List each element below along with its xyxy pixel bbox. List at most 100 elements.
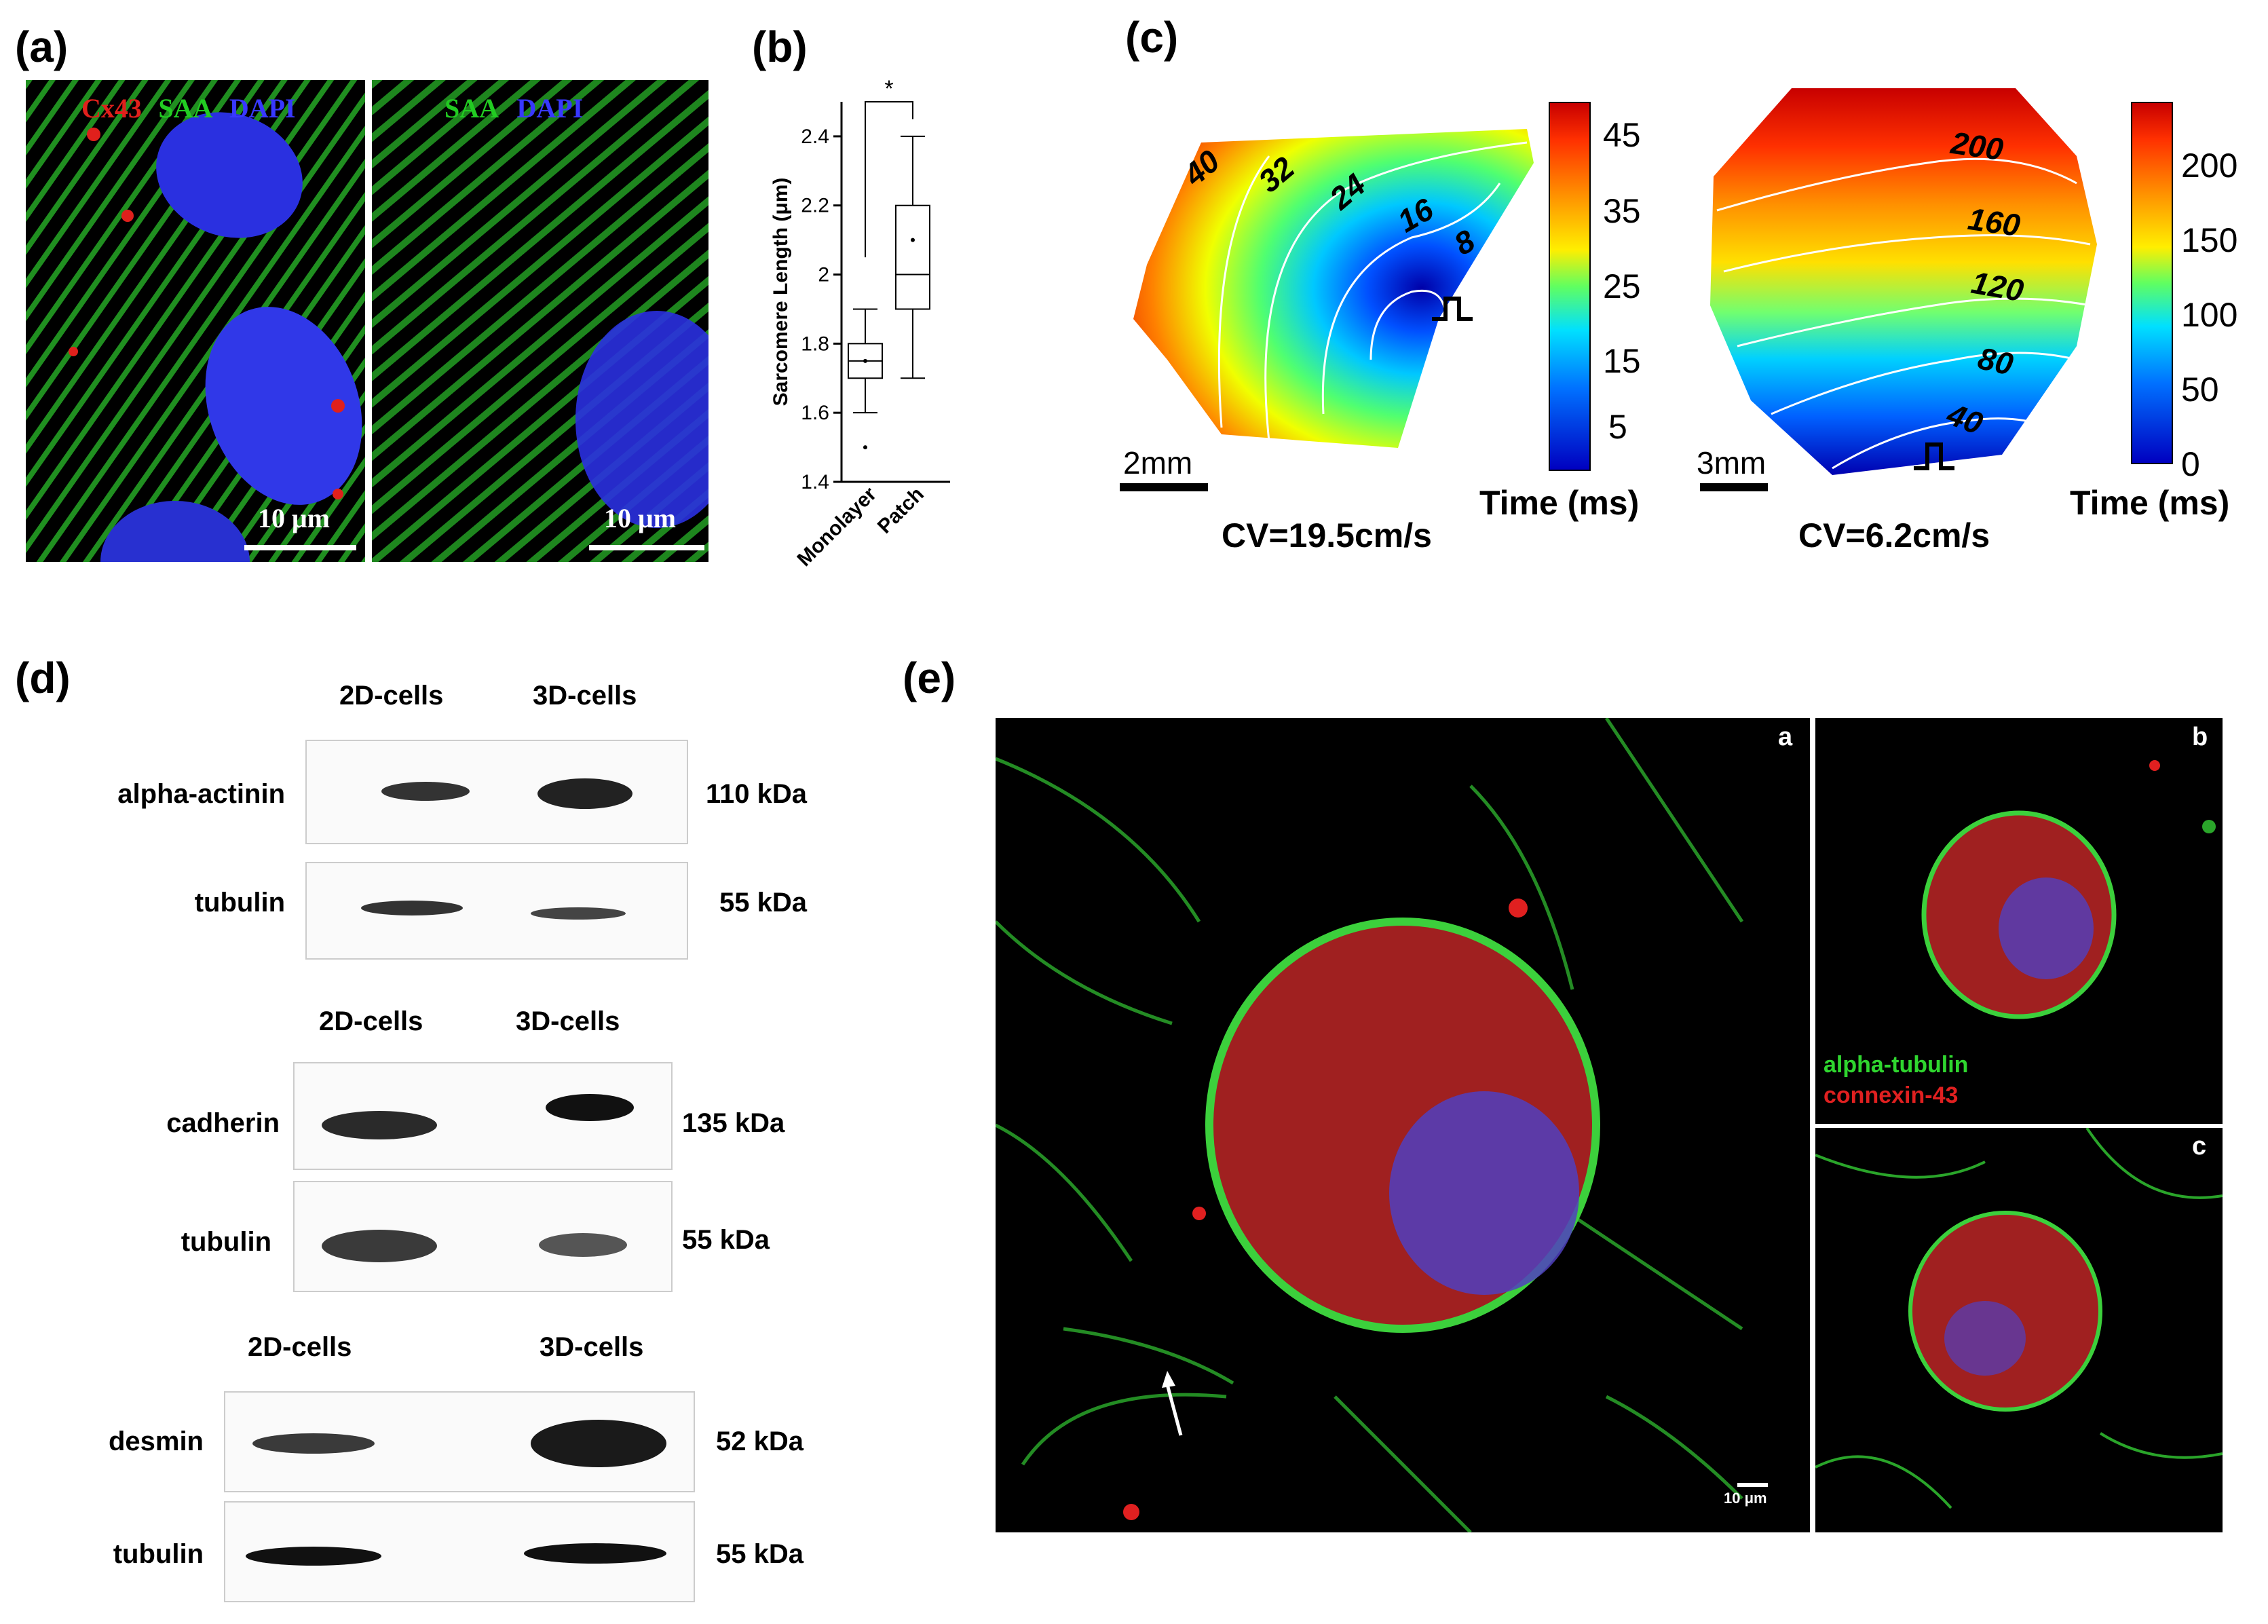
blot-kda-tubulin-1: 55 kDa [719, 888, 807, 918]
map1-colorbar-label: Time (ms) [1479, 484, 1640, 522]
band [322, 1230, 437, 1262]
outlier-point [863, 445, 867, 450]
map1-tick-45: 45 [1603, 116, 1641, 154]
map1-scale-bar [1120, 483, 1208, 491]
band [246, 1547, 381, 1566]
micrograph-e-c-letter: c [2192, 1132, 2207, 1160]
band [252, 1433, 375, 1454]
y-tick-label: 2.4 [801, 126, 829, 148]
micrograph-a-right [372, 80, 708, 562]
scale-label-a-right: 10 μm [604, 503, 676, 533]
band [524, 1543, 666, 1564]
activation-map-2 [1710, 88, 2097, 475]
blot-kda-cadherin: 135 kDa [682, 1108, 785, 1138]
blot-kda-tubulin-2: 55 kDa [682, 1225, 770, 1255]
band [381, 782, 470, 801]
band [531, 1420, 666, 1467]
map2-cv-label: CV=6.2cm/s [1798, 516, 1990, 554]
activation-map-1 [1133, 129, 1534, 448]
panel-a-label: (a) [15, 22, 69, 71]
micrograph-e-b [1815, 718, 2223, 1124]
micrograph-a-left-image [26, 80, 365, 562]
y-axis-title: Sarcomere Length (μm) [770, 178, 792, 407]
blot-tubulin-1 [305, 862, 688, 960]
micrograph-e-a [996, 718, 1810, 1532]
map1-tick-35: 35 [1603, 192, 1641, 230]
band [546, 1094, 634, 1121]
map2-tick-150: 150 [2181, 221, 2238, 259]
map2-tick-200: 200 [2181, 147, 2238, 185]
sarcomere-boxplot: 1.4 1.6 1.8 2 2.2 2.4 Sarcomere Length (μm) Mon… [770, 76, 950, 571]
y-tick-label: 1.6 [801, 402, 829, 424]
map1-cv-label: CV=19.5cm/s [1222, 516, 1432, 554]
significance-star: * [884, 76, 893, 102]
blot-row-alpha-actinin-label: alpha-actinin [117, 779, 285, 809]
blot-group2-header-2d: 2D-cells [319, 1006, 423, 1036]
blot-tubulin-2 [293, 1181, 673, 1292]
legend-alpha-tubulin: alpha-tubulin [1823, 1052, 1969, 1078]
micrograph-a-right-stains: SAA DAPI [445, 92, 583, 124]
y-tick-label: 1.4 [801, 471, 829, 493]
band [537, 778, 632, 809]
micrograph-e-b-image [1921, 760, 2216, 1019]
stain-cx43-label: Cx43 [81, 93, 142, 124]
x-tick-label: Monolayer [793, 483, 882, 571]
significance-bracket [865, 101, 913, 258]
map2-colorbar-label: Time (ms) [2070, 484, 2230, 522]
blot-group3-header-2d: 2D-cells [248, 1332, 352, 1362]
map1-colorbar [1549, 102, 1591, 471]
micrograph-a-left-stains: Cx43 SAA DAPI [81, 92, 296, 124]
micrograph-a-right-image [372, 80, 708, 562]
blot-group1-header-3d: 3D-cells [533, 681, 637, 711]
box-mean [863, 358, 867, 363]
panel-c-label: (c) [1125, 13, 1179, 62]
stain-saa-label: SAA [158, 93, 213, 124]
scale-bar-a-right [589, 545, 704, 550]
arrow-annotation [1154, 1371, 1208, 1442]
panel-b-label: (b) [752, 22, 808, 71]
map2-colorbar [2131, 102, 2173, 464]
blot-row-desmin-label: desmin [108, 1427, 204, 1456]
y-tick-label: 2 [818, 264, 829, 286]
map2-scale-bar [1700, 483, 1768, 491]
band [539, 1233, 627, 1257]
scale-bar-a-left [244, 545, 356, 550]
micrograph-e-a-image [996, 718, 1744, 1532]
y-tick-label: 2.2 [801, 195, 829, 217]
blot-alpha-actinin [305, 740, 688, 844]
blot-tubulin-3 [224, 1501, 695, 1602]
blot-group2-header-3d: 3D-cells [516, 1006, 620, 1036]
map2-tick-50: 50 [2181, 371, 2219, 409]
micrograph-e-scale-label: 10 μm [1724, 1490, 1767, 1507]
blot-kda-tubulin-3: 55 kDa [716, 1539, 804, 1569]
blot-row-tubulin-1-label: tubulin [194, 888, 285, 918]
micrograph-a-left [26, 80, 365, 562]
map1-scale-label: 2mm [1123, 445, 1193, 480]
band [361, 901, 463, 915]
blot-kda-desmin: 52 kDa [716, 1427, 804, 1456]
scale-label-a-left: 10 μm [258, 503, 330, 533]
contour-label-200: 200 [1948, 124, 2005, 168]
micrograph-e-a-letter: a [1778, 723, 1793, 751]
x-tick-label: Patch [873, 483, 928, 538]
stain-dapi-label: DAPI [229, 93, 296, 124]
map2-tick-0: 0 [2181, 445, 2200, 483]
blot-kda-alpha-actinin: 110 kDa [706, 779, 808, 809]
micrograph-e-c [1815, 1128, 2223, 1532]
blot-desmin [224, 1391, 695, 1492]
stain-dapi-label-right: DAPI [516, 93, 584, 124]
map2-tick-100: 100 [2181, 296, 2238, 334]
blot-cadherin [293, 1062, 673, 1170]
micrograph-e-b-letter: b [2192, 723, 2208, 751]
legend-connexin-43: connexin-43 [1823, 1082, 1959, 1108]
blot-row-cadherin-label: cadherin [166, 1108, 280, 1138]
blot-row-tubulin-3-label: tubulin [113, 1539, 204, 1569]
box-patch [895, 204, 930, 310]
panel-e-label: (e) [903, 654, 956, 702]
box-mean [911, 238, 915, 242]
micrograph-e-c-image [1815, 1128, 2223, 1509]
stain-saa-label-right: SAA [445, 93, 499, 124]
panel-d-label: (d) [15, 654, 71, 702]
band [531, 907, 626, 920]
blot-group1-header-2d: 2D-cells [339, 681, 444, 711]
